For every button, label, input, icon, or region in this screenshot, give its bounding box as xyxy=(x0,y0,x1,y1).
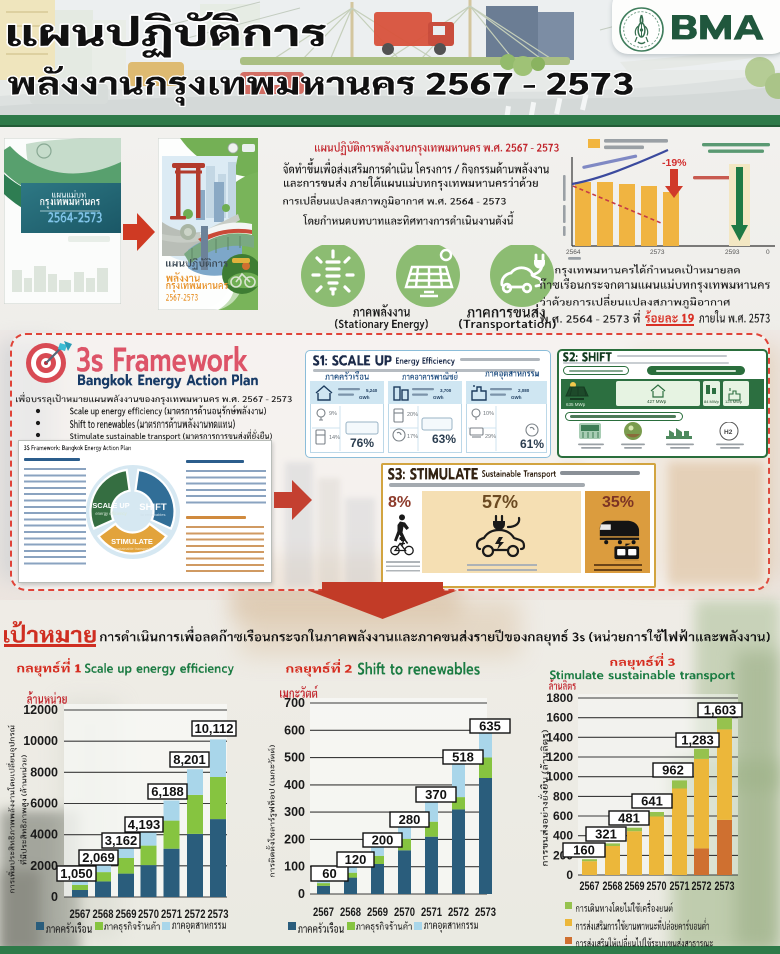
svg-text:1200: 1200 xyxy=(546,750,573,764)
svg-text:2573: 2573 xyxy=(475,905,496,919)
svg-text:1,603: 1,603 xyxy=(704,703,737,718)
svg-text:8,201: 8,201 xyxy=(173,752,206,767)
svg-text:2571: 2571 xyxy=(161,907,182,921)
svg-text:to renewables: to renewables xyxy=(141,512,166,517)
svg-text:2567: 2567 xyxy=(313,905,334,919)
svg-text:6000: 6000 xyxy=(30,797,58,811)
svg-text:0: 0 xyxy=(51,890,58,904)
svg-text:9%: 9% xyxy=(329,411,337,417)
svg-text:500: 500 xyxy=(284,751,305,765)
svg-text:120: 120 xyxy=(345,852,367,867)
svg-text:641: 641 xyxy=(641,794,663,809)
svg-text:1,050: 1,050 xyxy=(60,866,93,881)
svg-text:SCALE UP: SCALE UP xyxy=(92,501,129,510)
svg-text:200: 200 xyxy=(284,832,305,846)
svg-text:2571: 2571 xyxy=(421,905,442,919)
svg-text:-19%: -19% xyxy=(662,157,687,169)
svg-text:8000: 8000 xyxy=(30,765,58,779)
svg-text:60: 60 xyxy=(322,866,336,881)
svg-text:321: 321 xyxy=(595,827,617,842)
svg-text:1,283: 1,283 xyxy=(681,733,714,748)
svg-text:H2: H2 xyxy=(724,429,733,436)
svg-text:29%: 29% xyxy=(485,434,496,440)
svg-text:200: 200 xyxy=(372,833,394,848)
svg-text:100: 100 xyxy=(284,860,305,874)
svg-text:17%: 17% xyxy=(407,434,418,440)
svg-text:2568: 2568 xyxy=(603,881,623,893)
svg-text:2573: 2573 xyxy=(208,907,229,921)
svg-text:2573: 2573 xyxy=(715,881,735,893)
svg-text:10%: 10% xyxy=(483,411,494,417)
svg-text:2572: 2572 xyxy=(448,905,469,919)
svg-text:GWh: GWh xyxy=(511,395,522,400)
svg-text:400: 400 xyxy=(284,778,305,792)
svg-text:1800: 1800 xyxy=(546,691,573,705)
svg-text:SHIFT: SHIFT xyxy=(139,502,167,513)
svg-text:energy efficiency: energy efficiency xyxy=(95,511,127,516)
svg-text:635: 635 xyxy=(479,719,501,734)
svg-text:2,069: 2,069 xyxy=(82,850,115,865)
svg-text:2572: 2572 xyxy=(185,907,206,921)
svg-text:481: 481 xyxy=(618,811,640,826)
svg-text:1400: 1400 xyxy=(546,730,573,744)
svg-text:2572: 2572 xyxy=(692,881,712,893)
svg-text:3,162: 3,162 xyxy=(105,833,138,848)
svg-text:2570: 2570 xyxy=(394,905,415,919)
svg-text:300: 300 xyxy=(284,805,305,819)
svg-text:2564: 2564 xyxy=(566,249,581,256)
svg-text:6,188: 6,188 xyxy=(151,784,184,799)
svg-text:76%: 76% xyxy=(350,436,374,450)
svg-text:2569: 2569 xyxy=(625,881,645,893)
svg-text:63%: 63% xyxy=(432,432,456,446)
svg-text:GWh: GWh xyxy=(359,395,370,400)
svg-text:61%: 61% xyxy=(520,437,544,451)
svg-text:2,080: 2,080 xyxy=(518,388,530,393)
svg-text:1600: 1600 xyxy=(546,711,573,725)
svg-text:160: 160 xyxy=(573,843,595,858)
svg-text:962: 962 xyxy=(662,763,684,778)
svg-text:124 MWp: 124 MWp xyxy=(725,399,743,404)
svg-text:10,112: 10,112 xyxy=(194,721,233,736)
svg-text:GWh: GWh xyxy=(433,395,444,400)
svg-text:STIMULATE: STIMULATE xyxy=(111,537,153,546)
svg-text:2569: 2569 xyxy=(367,905,388,919)
svg-text:280: 280 xyxy=(399,812,421,827)
svg-text:10000: 10000 xyxy=(23,734,58,748)
svg-text:635 MWp: 635 MWp xyxy=(566,402,586,407)
svg-text:427 MWp: 427 MWp xyxy=(647,399,667,404)
svg-text:0: 0 xyxy=(566,868,573,882)
svg-text:2570: 2570 xyxy=(138,907,159,921)
svg-text:2000: 2000 xyxy=(30,859,58,873)
svg-text:4,193: 4,193 xyxy=(128,817,161,832)
svg-text:12000: 12000 xyxy=(23,703,58,717)
svg-text:2568: 2568 xyxy=(340,905,361,919)
svg-text:3,700: 3,700 xyxy=(440,388,452,393)
svg-text:2569: 2569 xyxy=(116,907,137,921)
svg-text:2573: 2573 xyxy=(650,249,665,256)
svg-text:2593: 2593 xyxy=(725,249,740,256)
svg-text:370: 370 xyxy=(425,787,447,802)
svg-text:0: 0 xyxy=(298,887,305,901)
svg-text:2571: 2571 xyxy=(670,881,690,893)
svg-text:600: 600 xyxy=(553,809,573,823)
svg-text:1000: 1000 xyxy=(546,770,573,784)
svg-text:518: 518 xyxy=(452,750,474,765)
svg-text:84 MWp: 84 MWp xyxy=(704,399,720,404)
svg-text:sustainable transport: sustainable transport xyxy=(114,547,150,551)
svg-text:5,240: 5,240 xyxy=(366,388,378,393)
svg-text:600: 600 xyxy=(284,723,305,737)
svg-text:14%: 14% xyxy=(329,435,340,441)
svg-text:2568: 2568 xyxy=(93,907,114,921)
svg-text:2567: 2567 xyxy=(580,881,600,893)
svg-text:400: 400 xyxy=(553,829,573,843)
svg-text:20%: 20% xyxy=(407,412,418,418)
svg-text:700: 700 xyxy=(284,696,305,710)
svg-text:2570: 2570 xyxy=(647,881,667,893)
svg-text:0: 0 xyxy=(766,249,770,256)
svg-text:2567: 2567 xyxy=(70,907,91,921)
svg-text:800: 800 xyxy=(553,789,573,803)
svg-text:4000: 4000 xyxy=(30,828,58,842)
